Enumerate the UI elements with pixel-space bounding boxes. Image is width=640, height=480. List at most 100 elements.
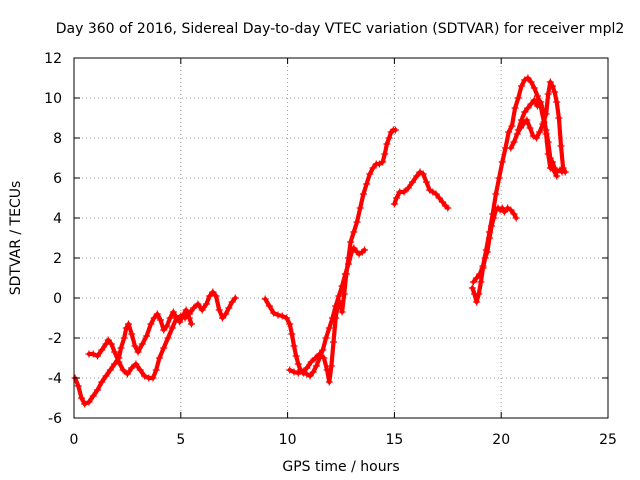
data-point: [438, 198, 446, 206]
data-point: [534, 102, 542, 110]
data-point: [510, 210, 518, 218]
data-point: [363, 180, 371, 188]
y-tick-label: 0: [53, 291, 62, 307]
x-axis-label: GPS time / hours: [282, 459, 399, 475]
data-point: [316, 350, 324, 358]
data-point: [194, 300, 202, 308]
data-point: [134, 348, 142, 356]
data-point: [507, 206, 515, 214]
data-point: [128, 364, 136, 372]
data-point: [190, 304, 198, 312]
y-tick-label: 2: [53, 251, 62, 267]
data-point: [495, 174, 503, 182]
data-point: [542, 130, 550, 138]
data-point: [185, 310, 193, 318]
data-point: [393, 194, 401, 202]
chart-title: Day 360 of 2016, Sidereal Day-to-day VTE…: [56, 21, 625, 37]
data-point: [325, 324, 333, 332]
data-point: [323, 366, 331, 374]
data-point: [468, 284, 476, 292]
data-point: [111, 348, 119, 356]
y-tick-label: -4: [48, 371, 62, 387]
data-point: [473, 298, 481, 306]
data-point: [152, 366, 160, 374]
data-point: [485, 228, 493, 236]
data-point: [325, 378, 333, 386]
data-point: [166, 314, 174, 322]
data-point: [527, 100, 535, 108]
x-tick-label: 10: [279, 432, 297, 448]
data-point: [537, 98, 545, 106]
data-point: [107, 340, 115, 348]
data-point: [521, 108, 529, 116]
data-point: [336, 298, 344, 306]
data-point: [330, 338, 338, 346]
data-point: [477, 278, 485, 286]
axis-ticks: [73, 57, 609, 419]
data-point: [102, 372, 110, 380]
x-tick-label: 15: [385, 432, 403, 448]
data-point: [353, 218, 361, 226]
data-point: [359, 190, 367, 198]
data-point: [138, 340, 146, 348]
data-point: [128, 330, 136, 338]
data-point: [169, 308, 177, 316]
data-point: [81, 400, 89, 408]
data-point: [332, 314, 340, 322]
data-point: [212, 292, 220, 300]
data-point: [153, 310, 161, 318]
data-point: [309, 368, 317, 376]
data-point: [553, 172, 561, 180]
data-point: [540, 110, 548, 118]
data-point: [98, 346, 106, 354]
data-point: [548, 82, 556, 90]
data-point: [294, 369, 302, 377]
data-point: [526, 124, 534, 132]
y-tick-label: 4: [53, 211, 62, 227]
data-point: [306, 372, 314, 380]
x-tick-label: 25: [599, 432, 617, 448]
data-point: [444, 204, 452, 212]
data-point: [117, 344, 125, 352]
y-tick-label: -2: [48, 331, 62, 347]
y-tick-labels: -6 -4 -2 0 2 4 6 8 10 12: [44, 51, 62, 427]
data-point: [338, 308, 346, 316]
data-point: [553, 98, 561, 106]
data-point: [500, 208, 508, 216]
data-point: [303, 364, 311, 372]
data-point: [432, 190, 440, 198]
data-point: [390, 200, 398, 208]
data-point: [550, 166, 558, 174]
data-point: [342, 270, 350, 278]
data-point: [299, 368, 307, 376]
data-point: [307, 358, 315, 366]
data-point: [360, 246, 368, 254]
data-point: [74, 382, 82, 390]
data-point: [209, 288, 217, 296]
data-point: [123, 370, 131, 378]
x-tick-label: 5: [176, 432, 185, 448]
data-point: [347, 238, 355, 246]
data-point: [419, 170, 427, 178]
data-point: [534, 92, 542, 100]
data-point: [89, 392, 97, 400]
data-point: [559, 164, 567, 172]
data-point: [283, 314, 291, 322]
data-point: [475, 290, 483, 298]
data-point: [215, 306, 223, 314]
data-point: [181, 314, 189, 322]
data-point: [555, 114, 563, 122]
data-series: [71, 74, 569, 408]
data-point: [350, 228, 358, 236]
data-point: [124, 320, 132, 328]
data-point: [294, 360, 302, 368]
data-point: [150, 314, 158, 322]
data-point: [383, 140, 391, 148]
data-point: [409, 178, 417, 186]
data-point: [524, 104, 532, 112]
y-tick-label: 6: [53, 171, 62, 187]
data-point: [182, 306, 190, 314]
data-point: [147, 320, 155, 328]
